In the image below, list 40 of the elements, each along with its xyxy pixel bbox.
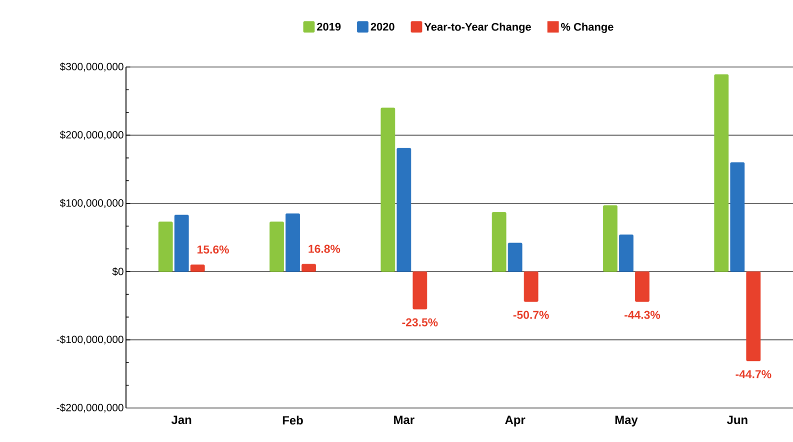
y-tick-label: -$100,000,000 <box>56 335 124 344</box>
bar <box>714 74 729 272</box>
legend-label: 2020 <box>370 22 394 31</box>
bar <box>286 213 300 272</box>
legend-label: Year-to-Year Change <box>424 22 531 33</box>
bar <box>524 271 538 302</box>
bar <box>174 214 189 272</box>
text: -23.5% <box>402 318 438 326</box>
legend-label: 2019 <box>317 22 341 31</box>
text: 15.6% <box>198 245 229 254</box>
bar <box>508 242 522 272</box>
text: 16.8% <box>308 244 340 253</box>
bar <box>730 162 745 272</box>
bar <box>746 271 761 362</box>
x-tick-label: Mar <box>394 416 414 424</box>
bar <box>302 264 316 272</box>
bar <box>158 222 173 272</box>
y-tick-label: $300,000,000 <box>60 62 124 72</box>
bar <box>412 271 428 310</box>
x-tick-label: Feb <box>282 416 303 425</box>
text: -44.7% <box>736 370 772 378</box>
bar <box>380 108 396 272</box>
y-tick-label: $100,000,000 <box>60 198 124 208</box>
bar <box>492 212 506 272</box>
bar <box>619 234 634 272</box>
text: -44.3% <box>624 310 660 319</box>
x-tick-label: Jun <box>726 416 748 424</box>
bar <box>603 205 618 272</box>
x-tick-label: May <box>615 416 638 426</box>
text: -50.7% <box>513 310 549 319</box>
bar <box>270 222 284 272</box>
y-tick-label: -$200,000,000 <box>56 403 124 413</box>
bar <box>396 148 412 272</box>
x-tick-label: Apr <box>505 416 526 426</box>
x-tick-label: Jan <box>171 416 192 424</box>
y-tick-label: $200,000,000 <box>60 130 124 140</box>
y-tick-label: $0 <box>112 267 124 276</box>
bar <box>190 264 205 272</box>
bar <box>635 271 650 302</box>
legend-label: % Change <box>561 22 614 33</box>
